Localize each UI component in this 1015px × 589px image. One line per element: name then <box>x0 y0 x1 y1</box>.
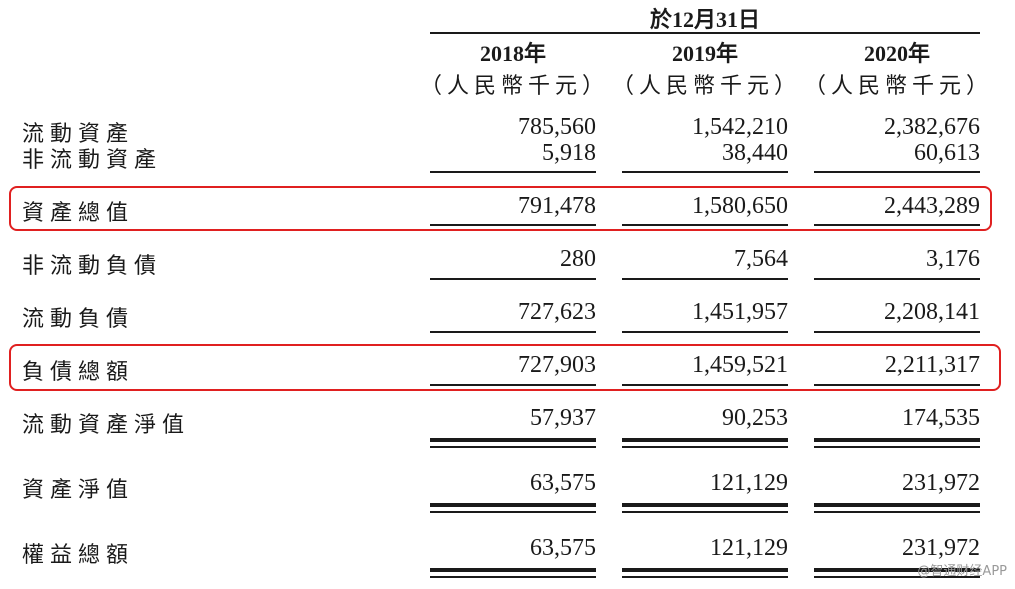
value-non-current-liabilities-2018: 280 <box>560 246 596 272</box>
value-total-liabilities-2020: 2,211,317 <box>884 352 980 378</box>
value-net-assets-2020: 231,972 <box>902 470 980 496</box>
row-label-net-current-assets: 流動資產淨值 <box>22 413 191 438</box>
total-rule <box>814 224 980 226</box>
year-header-2020: 2020年 <box>863 41 930 66</box>
row-rule <box>622 278 788 280</box>
subtotal-rule <box>814 171 980 173</box>
total-rule <box>430 224 596 226</box>
double-rule-top <box>814 438 980 442</box>
row-label-non-current-assets: 非流動資產 <box>22 148 163 173</box>
value-current-assets-2020: 2,382,676 <box>884 114 980 140</box>
row-label-non-current-liabilities: 非流動負債 <box>22 254 163 279</box>
row-rule <box>622 331 788 333</box>
row-rule <box>430 278 596 280</box>
double-rule-bottom <box>622 446 788 448</box>
value-total-equity-2018: 63,575 <box>530 535 596 561</box>
row-rule <box>814 278 980 280</box>
value-non-current-assets-2020: 60,613 <box>914 140 980 166</box>
row-label-total-liabilities: 負債總額 <box>22 360 135 385</box>
double-rule-bottom <box>430 576 596 578</box>
row-label-total-assets: 資產總值 <box>22 201 135 226</box>
double-rule-bottom <box>622 576 788 578</box>
value-net-current-assets-2020: 174,535 <box>902 405 980 431</box>
double-rule-top <box>814 568 980 572</box>
value-net-current-assets-2018: 57,937 <box>530 405 596 431</box>
unit-label-2018: （人民幣千元） <box>420 73 610 98</box>
double-rule-top <box>622 438 788 442</box>
value-net-assets-2019: 121,129 <box>710 470 788 496</box>
row-rule <box>814 331 980 333</box>
row-label-total-equity: 權益總額 <box>22 543 135 568</box>
double-rule-top <box>430 438 596 442</box>
value-current-assets-2018: 785,560 <box>518 114 596 140</box>
value-total-liabilities-2019: 1,459,521 <box>692 352 788 378</box>
double-rule-top <box>430 568 596 572</box>
row-label-net-assets: 資產淨值 <box>22 478 135 503</box>
double-rule-bottom <box>430 446 596 448</box>
unit-label-2019: （人民幣千元） <box>612 73 802 98</box>
year-header-2019: 2019年 <box>671 41 738 66</box>
subtotal-rule <box>430 171 596 173</box>
double-rule-bottom <box>814 446 980 448</box>
value-total-assets-2018: 791,478 <box>518 193 596 219</box>
row-label-current-liabilities: 流動負債 <box>22 307 135 332</box>
value-total-assets-2020: 2,443,289 <box>884 193 980 219</box>
double-rule-bottom <box>814 511 980 513</box>
double-rule-bottom <box>622 511 788 513</box>
row-rule <box>430 331 596 333</box>
double-rule-bottom <box>814 576 980 578</box>
total-rule <box>622 224 788 226</box>
double-rule-top <box>430 503 596 507</box>
total-rule <box>430 384 596 386</box>
total-rule <box>622 384 788 386</box>
double-rule-top <box>622 568 788 572</box>
double-rule-bottom <box>430 511 596 513</box>
highlight-box-total-assets <box>9 186 992 231</box>
period-header: 於12月31日 <box>649 7 760 32</box>
value-non-current-assets-2018: 5,918 <box>542 140 596 166</box>
header-rule <box>430 32 980 34</box>
row-label-current-assets: 流動資產 <box>22 122 135 147</box>
value-net-assets-2018: 63,575 <box>530 470 596 496</box>
value-total-equity-2020: 231,972 <box>902 535 980 561</box>
value-non-current-liabilities-2019: 7,564 <box>734 246 788 272</box>
value-current-liabilities-2019: 1,451,957 <box>692 299 788 325</box>
value-total-liabilities-2018: 727,903 <box>518 352 596 378</box>
value-net-current-assets-2019: 90,253 <box>722 405 788 431</box>
watermark-text: @智通财经APP <box>917 564 1007 579</box>
double-rule-top <box>622 503 788 507</box>
highlight-box-total-liabilities <box>9 344 1001 391</box>
year-header-2018: 2018年 <box>479 41 546 66</box>
value-current-liabilities-2018: 727,623 <box>518 299 596 325</box>
value-non-current-liabilities-2020: 3,176 <box>926 246 980 272</box>
total-rule <box>814 384 980 386</box>
subtotal-rule <box>622 171 788 173</box>
value-current-assets-2019: 1,542,210 <box>692 114 788 140</box>
value-total-equity-2019: 121,129 <box>710 535 788 561</box>
unit-label-2020: （人民幣千元） <box>804 73 994 98</box>
double-rule-top <box>814 503 980 507</box>
value-current-liabilities-2020: 2,208,141 <box>884 299 980 325</box>
value-non-current-assets-2019: 38,440 <box>722 140 788 166</box>
value-total-assets-2019: 1,580,650 <box>692 193 788 219</box>
